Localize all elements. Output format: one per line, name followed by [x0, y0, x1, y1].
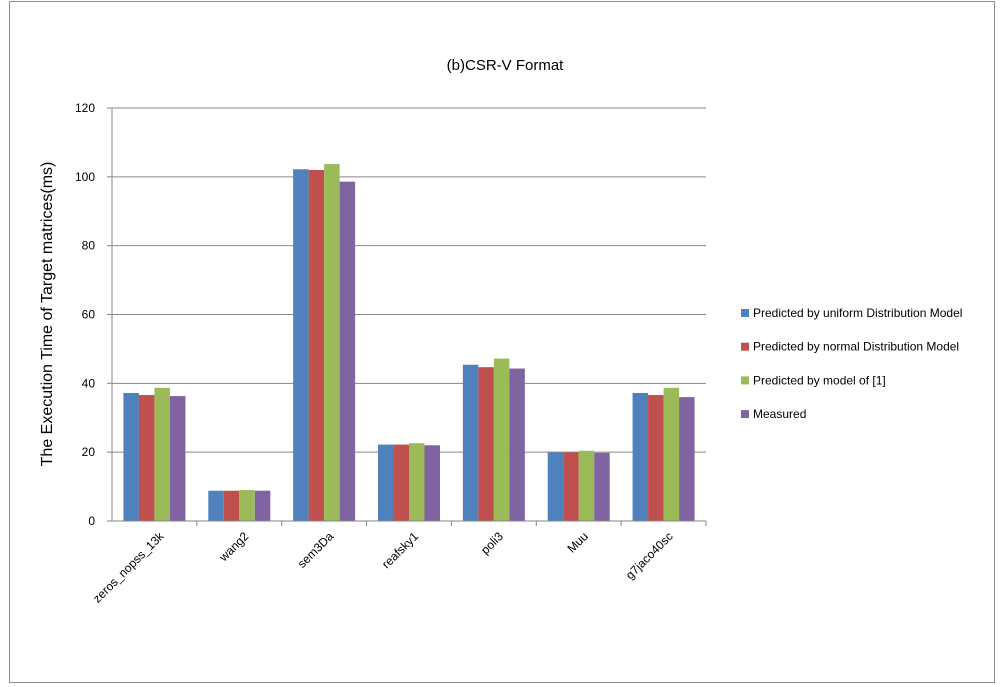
bar	[169, 396, 186, 521]
bar	[578, 450, 595, 521]
bar	[393, 444, 409, 521]
bar	[223, 490, 240, 521]
y-tick-label: 120	[75, 101, 95, 115]
x-tick-label: reafsky1	[379, 529, 421, 571]
legend-swatch	[741, 410, 749, 419]
x-tick-label: zeros_nopss_13k	[90, 529, 167, 606]
chart-title: (b)CSR-V Format	[447, 57, 565, 74]
legend-label: Predicted by model of [1]	[753, 373, 886, 387]
bar	[663, 387, 680, 521]
legend-label: Predicted by normal Distribution Model	[753, 340, 959, 354]
bar	[138, 395, 155, 521]
y-tick-label: 40	[82, 376, 96, 390]
y-tick-labels: 0 20 40 60 80 100 120	[75, 101, 95, 528]
bar	[308, 169, 325, 521]
bar	[563, 452, 579, 521]
bar	[378, 444, 394, 521]
x-tick-label: Muu	[564, 529, 590, 555]
bar	[154, 387, 170, 521]
y-tick-label: 100	[75, 170, 95, 184]
x-tick-label: sem3Da	[295, 529, 337, 571]
legend-label: Measured	[753, 407, 806, 421]
bar	[493, 358, 510, 521]
legend-swatch	[741, 376, 749, 385]
bars	[123, 164, 695, 522]
bar	[324, 164, 340, 521]
y-tick-label: 80	[82, 239, 96, 253]
x-tick-label: g7jaco40sc	[623, 529, 676, 582]
bar	[594, 452, 610, 521]
bar	[509, 368, 525, 521]
legend: Predicted by uniform Distribution Model P…	[741, 306, 962, 421]
legend-label: Predicted by uniform Distribution Model	[753, 306, 962, 320]
bar	[478, 367, 494, 521]
axes	[111, 108, 707, 526]
bar	[462, 364, 479, 521]
bar	[208, 490, 224, 521]
chart-frame	[9, 1, 995, 683]
bar	[547, 452, 564, 521]
bar	[123, 392, 139, 521]
bar	[632, 392, 649, 521]
bar	[239, 490, 255, 521]
x-tick-label: wang2	[216, 529, 252, 565]
bar	[254, 490, 271, 521]
bar	[293, 169, 309, 522]
bar	[424, 445, 440, 521]
x-tick-label: poli3	[478, 529, 506, 557]
y-axis-label: The Execution Time of Target matrices(ms…	[39, 162, 56, 467]
y-tick-label: 60	[82, 308, 96, 322]
y-tick-label: 0	[88, 514, 95, 528]
x-tick-labels: zeros_nopss_13k wang2 sem3Da reafsky1 poli3 M…	[90, 529, 676, 606]
y-tick-label: 20	[82, 445, 96, 459]
bar	[679, 397, 695, 521]
legend-swatch	[741, 342, 749, 351]
bar	[648, 395, 664, 521]
bar	[339, 181, 356, 521]
bar	[409, 443, 425, 521]
legend-swatch	[741, 309, 749, 317]
